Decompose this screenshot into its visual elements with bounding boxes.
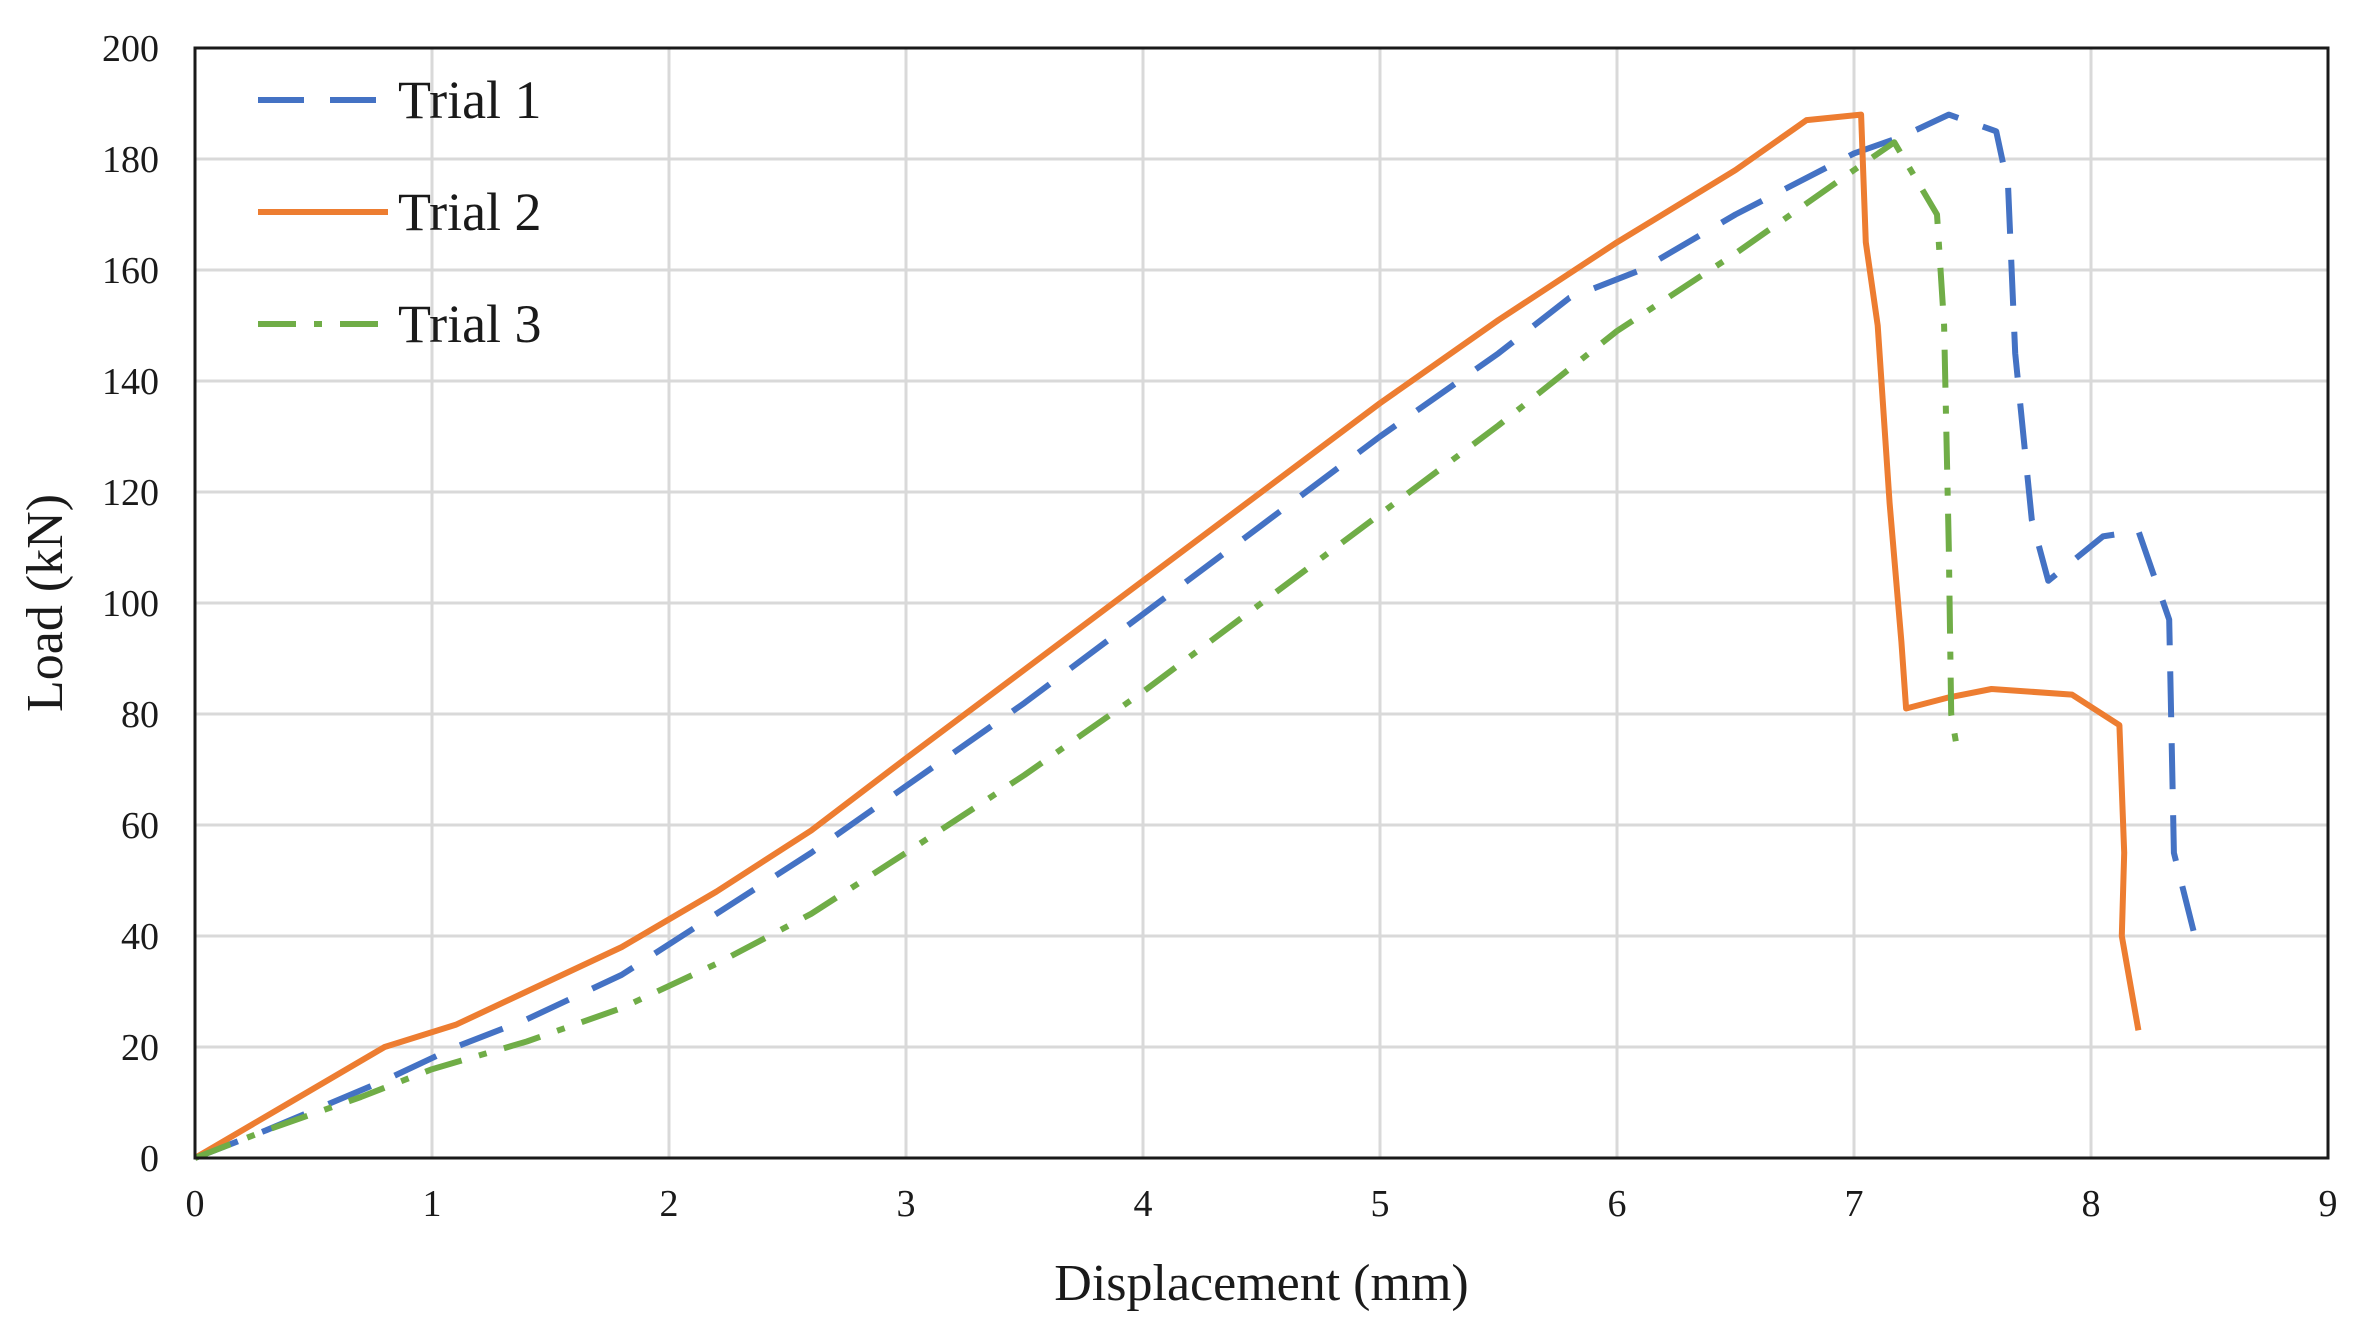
x-tick-label: 2: [660, 1183, 679, 1225]
y-tick-label: 0: [140, 1138, 159, 1180]
legend-label: Trial 1: [398, 70, 542, 130]
x-tick-label: 3: [897, 1183, 916, 1225]
series-line-1: [193, 111, 2201, 1161]
x-tick-label: 4: [1134, 1183, 1153, 1225]
y-tick-label: 140: [102, 361, 159, 403]
legend-item-1: Trial 1: [258, 70, 542, 130]
series-lines: [193, 111, 2201, 1161]
x-tick-label: 7: [1845, 1183, 1864, 1225]
x-tick-label: 1: [423, 1183, 442, 1225]
y-tick-label: 200: [102, 28, 159, 70]
x-tick-label: 6: [1608, 1183, 1627, 1225]
legend-item-2: Trial 2: [258, 182, 542, 242]
series-line-2: [193, 111, 2142, 1161]
y-tick-label: 160: [102, 250, 159, 292]
x-tick-label: 0: [186, 1183, 205, 1225]
y-tick-label: 100: [102, 583, 159, 625]
x-tick-label: 5: [1371, 1183, 1390, 1225]
y-tick-label: 20: [121, 1027, 159, 1069]
legend-item-3: Trial 3: [258, 294, 542, 354]
x-tick-label: 9: [2319, 1183, 2338, 1225]
y-tick-label: 40: [121, 916, 159, 958]
plot-frame: [193, 46, 2330, 1160]
tick-labels: 0 1 2 3 4 5 6 7 8 9 0 20 40 60 80 100 120 140 160 180 200: [102, 28, 2338, 1225]
legend-label: Trial 3: [398, 294, 542, 354]
y-tick-label: 180: [102, 139, 159, 181]
x-axis-title: Displacement (mm): [1054, 1255, 1468, 1312]
x-tick-label: 8: [2082, 1183, 2101, 1225]
legend: Trial 1 Trial 2 Trial 3: [258, 70, 542, 354]
y-tick-label: 80: [121, 694, 159, 736]
legend-label: Trial 2: [398, 182, 542, 242]
y-tick-label: 60: [121, 805, 159, 847]
y-tick-label: 120: [102, 472, 159, 514]
y-axis-title: Load (kN): [17, 494, 74, 712]
series-line-3: [193, 139, 1959, 1161]
